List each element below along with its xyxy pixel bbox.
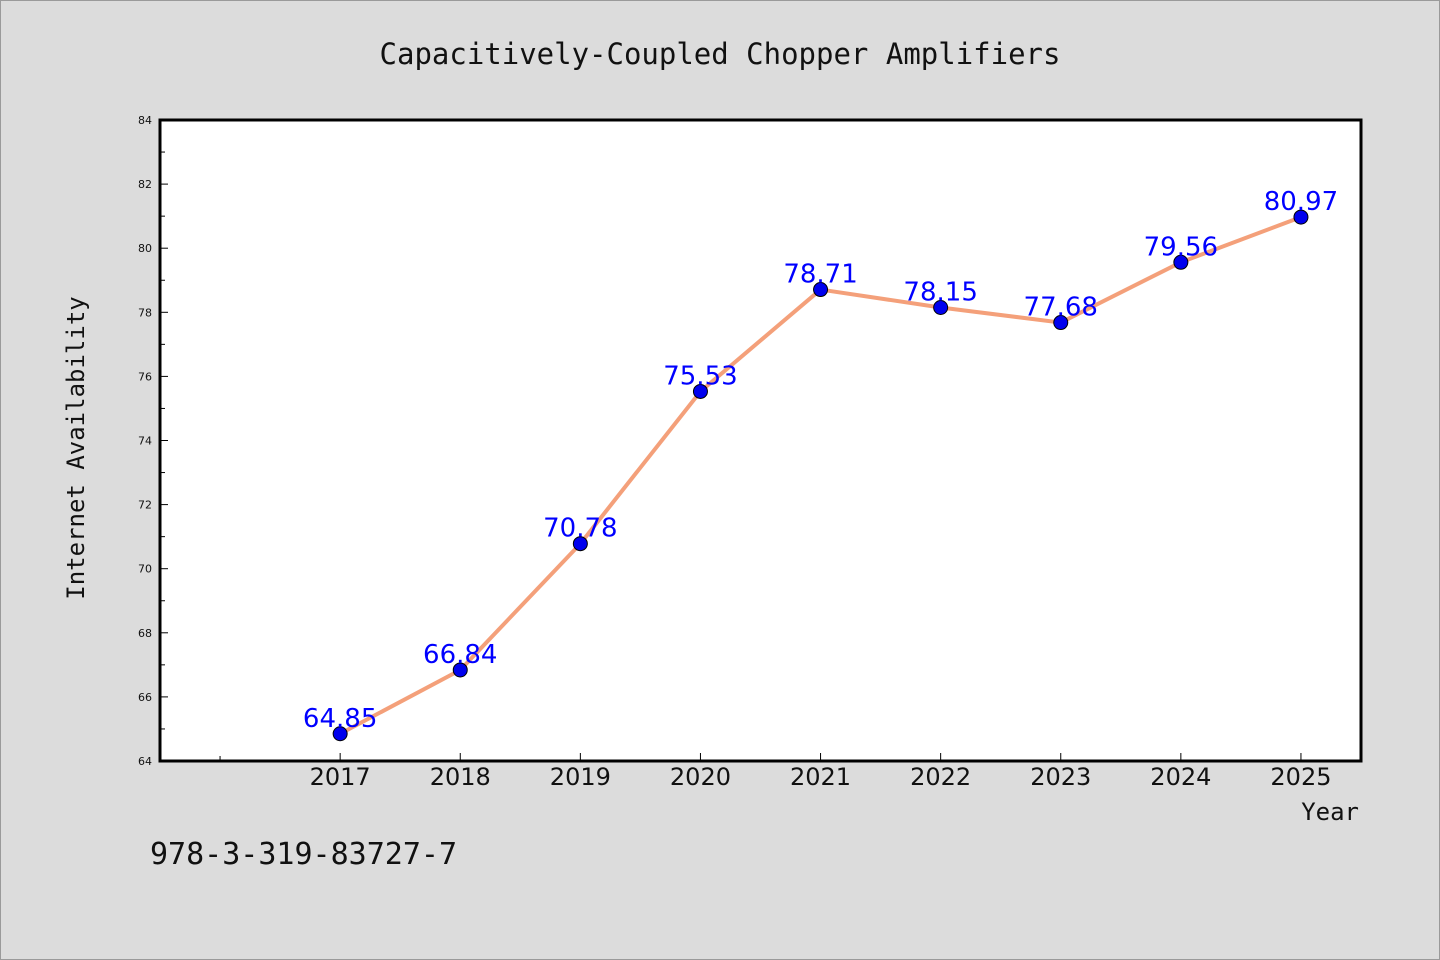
data-point (692, 383, 708, 399)
x-tick-label: 2023 (1030, 763, 1091, 791)
data-label: 78.71 (783, 260, 857, 290)
data-label: 77.68 (1024, 293, 1098, 323)
data-label: 79.56 (1144, 232, 1218, 262)
y-tick-label: 80 (138, 242, 152, 255)
x-tick-label: 2020 (670, 763, 731, 791)
x-tick-label: 2025 (1270, 763, 1331, 791)
isbn-footnote: 978-3-319-83727-7 (150, 837, 457, 872)
data-point (1053, 315, 1069, 331)
data-label: 64.85 (303, 704, 377, 734)
y-tick-label: 76 (138, 370, 152, 383)
y-tick-label: 64 (138, 755, 152, 768)
data-point (332, 726, 348, 742)
data-point (933, 299, 949, 315)
x-axis: 2017 2018 2019 2020 2021 2022 2023 2024 2025 (219, 753, 1331, 791)
data-point (1173, 254, 1189, 270)
y-tick-label: 78 (138, 306, 152, 319)
y-tick-label: 82 (138, 178, 152, 191)
y-tick-label: 74 (138, 435, 152, 448)
x-tick-label: 2021 (790, 763, 851, 791)
x-tick-label: 2018 (430, 763, 491, 791)
data-point (452, 662, 468, 678)
data-label: 78.15 (903, 277, 977, 307)
y-tick-label: 70 (138, 563, 152, 576)
y-tick-label: 66 (138, 691, 152, 704)
y-axis-label: Internet Availability (62, 296, 90, 599)
x-tick-label: 2024 (1150, 763, 1211, 791)
x-tick-label: 2019 (550, 763, 611, 791)
data-label: 70.78 (543, 514, 617, 544)
plot-area (160, 120, 1361, 761)
y-tick-label: 72 (138, 499, 152, 512)
data-point (1293, 209, 1309, 225)
series-layer: 64.85 66.84 70.78 75.53 78.71 78.15 77.68 79.56… (303, 187, 1338, 742)
chart-title: Capacitively-Coupled Chopper Amplifiers (380, 37, 1061, 71)
x-axis-label: Year (1301, 798, 1359, 826)
data-label: 80.97 (1264, 187, 1338, 217)
data-label: 75.53 (663, 361, 737, 391)
data-point (572, 536, 588, 552)
y-tick-label: 84 (138, 114, 152, 127)
data-label: 66.84 (423, 640, 497, 670)
x-tick-label: 2022 (910, 763, 971, 791)
plot-frame (158, 118, 1363, 763)
x-tick-label: 2017 (310, 763, 371, 791)
data-point (813, 282, 829, 298)
y-tick-label: 68 (138, 627, 152, 640)
